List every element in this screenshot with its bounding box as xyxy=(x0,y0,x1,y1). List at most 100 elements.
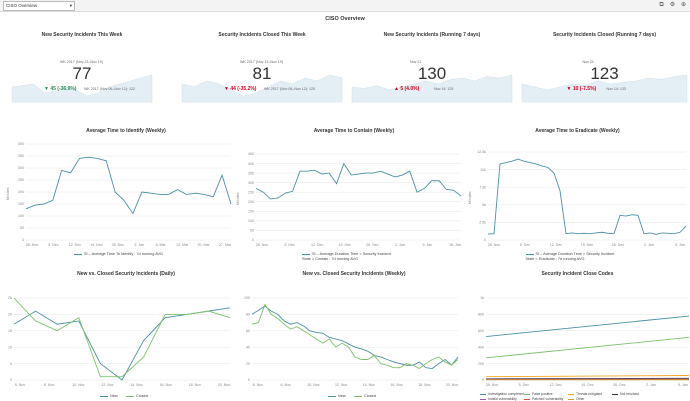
x-tick-label: 19. Dec xyxy=(90,243,103,247)
legend-label[interactable]: SI – Average Time To Identify : 7d runni… xyxy=(84,252,163,256)
y-tick-label: 25 xyxy=(8,296,12,300)
x-tick-label: 14. Nov xyxy=(363,383,376,387)
legend-item: Invalid vulnerability xyxy=(480,397,517,401)
legend-label[interactable]: State = Contain : 7d running AVG xyxy=(302,257,358,261)
legend-label[interactable]: Investigation completed xyxy=(488,392,524,396)
x-tick-label: 26. Dec xyxy=(112,243,125,247)
y-tick-label: 0 xyxy=(252,238,254,242)
chart-title: Security Incident Close Codes xyxy=(541,271,614,277)
x-tick-label: 6. Nov xyxy=(15,383,26,387)
y-tick-label: 150 xyxy=(248,210,254,214)
x-tick-label: 9. Jan xyxy=(675,243,685,247)
x-tick-label: 26. Dec xyxy=(613,383,626,387)
y-tick-label: 250 xyxy=(248,190,254,194)
y-tick-label: 20 xyxy=(8,313,12,317)
y-tick-label: 1k xyxy=(480,296,484,300)
chart-svg: 0 5 10 15 20 25 6. Nov 8. Nov 10. Nov 12. Nov 14. … xyxy=(8,296,231,387)
legend-item: SI – Average Duration Time > Security In… xyxy=(525,252,615,256)
series-line-1 xyxy=(485,336,690,359)
series-line-0 xyxy=(255,162,462,200)
kpi-compare: Nov 14: 133 xyxy=(606,87,626,91)
legend-swatch xyxy=(525,253,534,255)
kpi-title: New Security Incidents This Week xyxy=(41,32,123,38)
kpi-sparkline xyxy=(351,74,513,103)
y-tick-label: 12.5k xyxy=(477,150,486,154)
kpi-compare: WK 2017 (Nov 06–Nov 12): 125 xyxy=(264,87,315,91)
legend-item: Patched vulnerability xyxy=(524,397,563,401)
y-tick-label: 200 xyxy=(18,190,24,194)
legend-label[interactable]: False positive xyxy=(532,392,553,396)
x-tick-label: 18. Nov xyxy=(418,383,431,387)
legend-item: New xyxy=(100,394,118,398)
legend-item: Not resolved xyxy=(612,392,639,396)
add-icon[interactable]: ⊕ xyxy=(680,2,687,8)
kpi-subtitle: Nov 21 xyxy=(582,60,594,64)
legend-item: False positive xyxy=(524,392,553,396)
y-tick-label: 300 xyxy=(18,166,24,170)
y-tick-label: 400 xyxy=(18,142,24,146)
gear-icon[interactable]: ⚙ xyxy=(669,2,676,8)
x-tick-label: 27. Mar xyxy=(219,243,232,247)
legend-label[interactable]: Threats mitigated xyxy=(576,392,603,396)
x-tick-label: 19. Dec xyxy=(581,383,594,387)
chart-title: Average Time to Contain (Weekly) xyxy=(313,128,395,134)
page-title: CISO Overview xyxy=(325,16,365,22)
legend-item: Other xyxy=(568,397,584,401)
series-line-0 xyxy=(25,156,232,215)
x-tick-label: 9. Jan xyxy=(423,243,433,247)
kpi-title: Security Incidents Closed (Running 7 day… xyxy=(552,32,657,38)
x-tick-label: 19. Dec xyxy=(339,243,352,247)
x-tick-label: 13. Mar xyxy=(176,243,189,247)
y-tick-label: 600 xyxy=(478,329,484,333)
legend-label[interactable]: Closed xyxy=(364,394,376,398)
kpi-title: New Security Incidents (Running 7 days) xyxy=(383,32,481,38)
top-toolbar: CISO Overview ▾ ⧉ ⚙ ⊕ xyxy=(0,0,690,12)
legend-label[interactable]: SI – Average Duration Time > Security In… xyxy=(312,252,391,256)
x-tick-label: 2. Jan xyxy=(644,243,654,247)
kpi-compare: Nov 14: 125 xyxy=(434,87,454,91)
legend-label[interactable]: Patched vulnerability xyxy=(532,397,564,401)
legend-label[interactable]: Invalid vulnerability xyxy=(488,397,517,401)
legend-label[interactable]: Other xyxy=(576,397,585,401)
y-tick-label: 350 xyxy=(18,154,24,158)
chart-svg: 0 200 400 600 800 1k 28. Nov 5. Dec 12. Dec 19. D… xyxy=(478,296,690,387)
y-tick-label: 10k xyxy=(480,168,486,172)
x-tick-label: 26. Dec xyxy=(366,243,379,247)
legend-swatch xyxy=(328,395,336,397)
x-tick-label: 6. Mar xyxy=(156,243,167,247)
legend-swatch xyxy=(568,398,574,400)
legend-swatch xyxy=(302,253,310,255)
kpi-delta: ▼ 45 (-36.9%) xyxy=(44,86,77,92)
x-tick-label: 20. Mar xyxy=(197,243,210,247)
legend-item: SI – Average Time To Identify : 7d runni… xyxy=(74,252,163,256)
x-tick-label: 5. Dec xyxy=(284,243,295,247)
legend-label[interactable]: SI – Average Duration Time > Security In… xyxy=(535,252,615,256)
legend-label[interactable]: Closed xyxy=(136,394,148,398)
legend-label[interactable]: New xyxy=(338,394,346,398)
x-tick-label: 28. Nov xyxy=(26,243,39,247)
share-icon[interactable]: ⧉ xyxy=(659,2,664,8)
y-tick-label: 350 xyxy=(248,171,254,175)
y-tick-label: 0 xyxy=(248,378,250,382)
legend-label[interactable]: State = Eradicate : 7d running AVG xyxy=(525,257,585,261)
legend-label[interactable]: Not resolved xyxy=(620,392,640,396)
y-tick-label: 250 xyxy=(18,178,24,182)
legend-item: New xyxy=(328,394,346,398)
x-tick-label: 16. Nov xyxy=(390,383,403,387)
x-tick-label: 18. Nov xyxy=(189,383,202,387)
x-tick-label: 20. Nov xyxy=(218,383,231,387)
y-tick-label: 2.5k xyxy=(479,221,486,225)
y-tick-label: 7.5k xyxy=(479,185,486,189)
chart-title: Average Time to Identify (Weekly) xyxy=(86,128,166,134)
x-tick-label: 2. Jan xyxy=(134,243,144,247)
chart-svg: 0 20 40 60 80 100 6. Nov 8. Nov 10. Nov 12. Nov 14… xyxy=(244,296,458,387)
y-tick-label: 80 xyxy=(246,313,250,317)
kpi-subtitle: WK 2017 (Nov 13–Nov 19) xyxy=(60,60,103,64)
dashboard-select[interactable]: CISO Overview ▾ xyxy=(3,1,75,11)
legend-item: Closed xyxy=(354,394,376,398)
kpi-compare: WK 2017 (Nov 06–Nov 12): 122 xyxy=(84,87,135,91)
legend-label[interactable]: New xyxy=(110,394,118,398)
x-tick-label: 6. Nov xyxy=(253,383,264,387)
kpi-value: 123 xyxy=(590,64,619,83)
series-line-1 xyxy=(13,297,231,378)
